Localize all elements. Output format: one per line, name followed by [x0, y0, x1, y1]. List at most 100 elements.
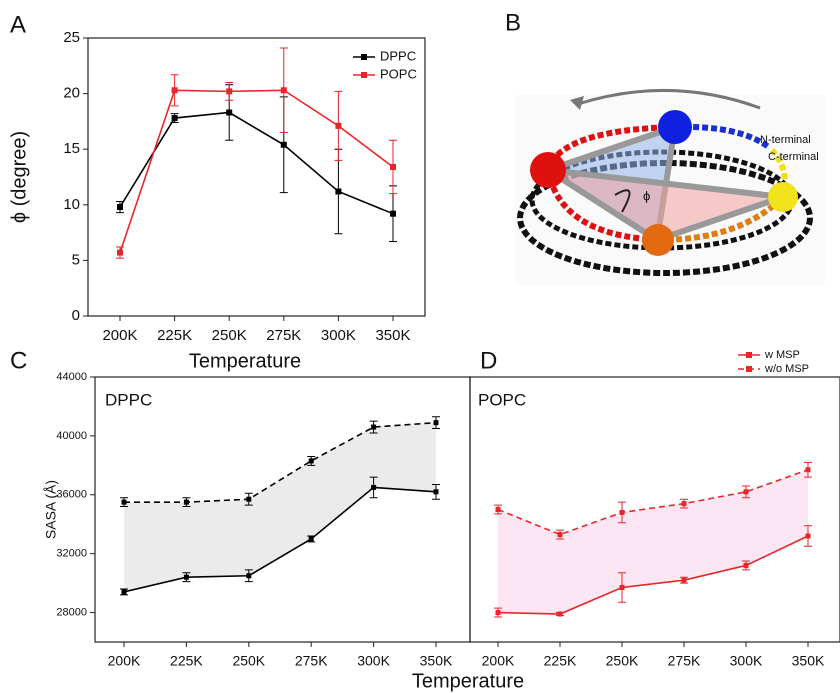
- data-point: [246, 573, 252, 579]
- panel-label: D: [480, 347, 497, 374]
- y-tick-label: 10: [63, 196, 80, 213]
- n-terminal-label: N-terminal: [760, 134, 811, 146]
- panel-label: C: [10, 347, 27, 374]
- angle-label: ϕ: [643, 188, 650, 203]
- series-band: [498, 469, 808, 615]
- data-point: [183, 499, 189, 505]
- x-tick-label: 275K: [266, 327, 301, 344]
- data-point: [619, 509, 625, 515]
- data-point: [495, 507, 501, 512]
- legend-label: w/o MSP: [764, 363, 809, 375]
- plot-frame: [87, 37, 426, 317]
- sphere-red: [530, 152, 566, 188]
- series-line: [123, 486, 437, 593]
- protein-diagram: N-terminal C-terminal ϕ B: [505, 9, 825, 285]
- series-line: [119, 89, 394, 253]
- series-line: [119, 111, 394, 215]
- data-point: [495, 610, 501, 616]
- x-tick-label: 225K: [157, 327, 192, 344]
- x-tick-label: 225K: [170, 653, 203, 669]
- panel-label: B: [505, 9, 521, 36]
- data-point: [557, 532, 563, 538]
- c-terminal-label: C-terminal: [768, 151, 819, 163]
- x-tick-label: 350K: [420, 653, 453, 669]
- x-tick-label: 250K: [232, 653, 265, 669]
- angle-arrow: [614, 189, 631, 213]
- x-tick-label: 250K: [606, 653, 639, 669]
- data-point: [226, 109, 233, 116]
- y-tick-label: 0: [72, 307, 80, 324]
- triangle-red: [546, 167, 784, 244]
- rotation-arrow: [577, 89, 761, 110]
- plot-frame: [469, 376, 840, 643]
- data-point: [805, 467, 811, 473]
- data-point: [226, 88, 233, 95]
- data-point: [280, 141, 287, 148]
- data-point: [619, 585, 625, 591]
- data-point: [557, 611, 563, 617]
- x-tick-label: 300K: [321, 327, 356, 344]
- panel-label: A: [10, 11, 26, 38]
- y-tick-label: 20: [63, 85, 80, 102]
- x-tick-label: 200K: [482, 653, 515, 669]
- x-tick-label: 350K: [375, 327, 410, 344]
- y-tick-label: 32000: [56, 548, 87, 560]
- y-axis-label: SASA (Å): [43, 480, 59, 539]
- x-tick-label: 200K: [108, 653, 141, 669]
- x-tick-label: 225K: [544, 653, 577, 669]
- data-point: [308, 458, 314, 464]
- y-axis-label: ϕ (degree): [8, 131, 30, 223]
- y-tick-label: 5: [72, 251, 80, 268]
- x-tick-label: 275K: [295, 653, 328, 669]
- data-point: [371, 424, 377, 430]
- data-point: [121, 589, 127, 595]
- data-point: [433, 489, 439, 495]
- sphere-blue: [658, 110, 692, 144]
- data-point: [121, 499, 127, 505]
- series-line: [124, 421, 437, 503]
- data-point: [246, 496, 252, 502]
- legend-label: w MSP: [764, 349, 800, 361]
- sphere-orange: [642, 224, 674, 256]
- data-point: [433, 420, 439, 426]
- series-line: [497, 468, 809, 536]
- series-line: [497, 535, 809, 615]
- data-point: [371, 484, 377, 490]
- legend-marker: [746, 352, 752, 358]
- sphere-yellow: [768, 182, 798, 212]
- y-tick-label: 28000: [56, 606, 87, 618]
- y-tick-label: 25: [63, 29, 80, 46]
- data-point: [335, 188, 342, 195]
- data-point: [308, 536, 314, 542]
- y-tick-label: 36000: [56, 489, 87, 501]
- y-tick-label: 40000: [56, 430, 87, 442]
- data-point: [681, 577, 687, 583]
- panel-title: POPC: [478, 390, 526, 409]
- y-tick-label: 44000: [56, 371, 87, 383]
- legend-marker: [746, 366, 752, 372]
- series-band: [124, 422, 436, 592]
- x-axis-label: Temperature: [189, 350, 301, 372]
- legend-marker: [361, 72, 367, 78]
- panel-title: DPPC: [105, 390, 152, 409]
- x-tick-label: 350K: [792, 653, 825, 669]
- x-tick-label: 200K: [102, 327, 137, 344]
- data-point: [681, 501, 687, 507]
- x-tick-label: 300K: [730, 653, 763, 669]
- data-point: [183, 574, 189, 580]
- data-point: [117, 204, 123, 211]
- x-tick-label: 275K: [668, 653, 701, 669]
- data-point: [390, 163, 396, 170]
- y-tick-label: 15: [63, 140, 80, 157]
- data-point: [390, 210, 396, 217]
- x-tick-label: 250K: [212, 327, 247, 344]
- legend-marker: [361, 54, 367, 60]
- x-axis-label: Temperature: [412, 670, 524, 692]
- legend-label: DPPC: [380, 48, 416, 63]
- data-point: [171, 87, 178, 94]
- x-tick-label: 300K: [357, 653, 390, 669]
- data-point: [117, 249, 123, 256]
- data-point: [280, 87, 287, 94]
- legend-label: POPC: [380, 66, 417, 81]
